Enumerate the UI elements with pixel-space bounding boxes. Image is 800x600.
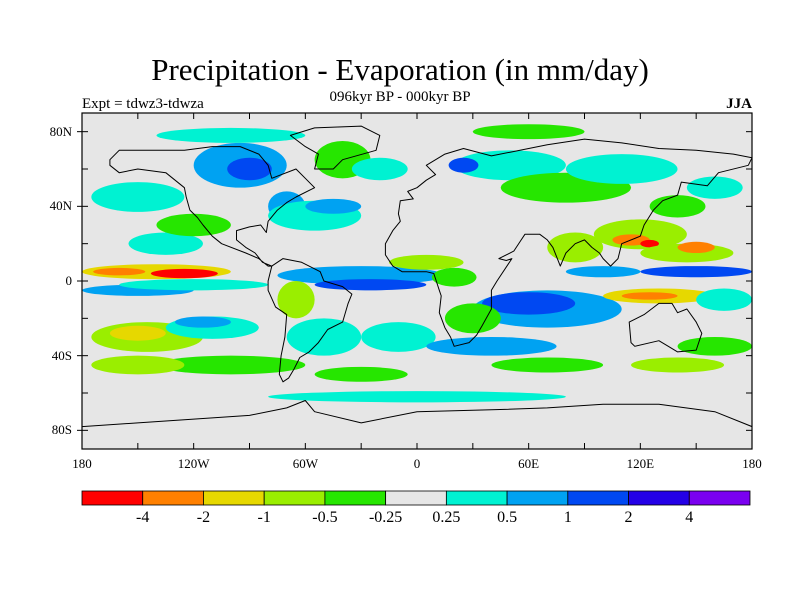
colorbar-swatch bbox=[567, 490, 629, 506]
anomaly-region bbox=[686, 176, 743, 199]
anomaly-region bbox=[361, 322, 436, 352]
x-tick-label: 120E bbox=[626, 456, 655, 471]
anomaly-region bbox=[109, 325, 166, 341]
y-tick-label: 80N bbox=[49, 123, 72, 139]
anomaly-region bbox=[448, 157, 479, 173]
colorbar-swatch bbox=[142, 490, 204, 506]
x-tick-label: 60W bbox=[292, 456, 318, 471]
colorbar-label: -0.25 bbox=[368, 509, 403, 526]
anomaly-region bbox=[677, 337, 752, 356]
x-tick-label: 120W bbox=[177, 456, 210, 471]
anomaly-region bbox=[649, 195, 706, 218]
anomaly-region bbox=[444, 303, 501, 334]
anomaly-region bbox=[156, 127, 306, 143]
anomaly-region bbox=[472, 124, 585, 140]
anomaly-region bbox=[268, 391, 566, 403]
colorbar-swatch bbox=[263, 490, 326, 506]
colorbar-swatch bbox=[628, 490, 690, 506]
x-tick-label: 180 bbox=[742, 456, 762, 471]
experiment-label: Expt = tdwz3-tdwza bbox=[82, 96, 204, 112]
y-tick-label: 40S bbox=[51, 347, 72, 363]
colorbar-swatch bbox=[324, 490, 387, 506]
colorbar-label: 1 bbox=[563, 509, 572, 526]
anomaly-region bbox=[565, 266, 641, 278]
map-subtitle: 096kyr BP - 000kyr BP bbox=[329, 89, 471, 105]
map-title: Precipitation - Evaporation (in mm/day) bbox=[151, 52, 649, 87]
coastline-eurasia-africa bbox=[384, 138, 752, 347]
anomaly-region bbox=[93, 267, 146, 276]
anomaly-region bbox=[150, 268, 218, 279]
anomaly-region bbox=[128, 232, 203, 255]
anomaly-region bbox=[156, 355, 306, 375]
season-label: JJA bbox=[726, 96, 752, 112]
y-tick-label: 40N bbox=[49, 198, 72, 214]
anomaly-region bbox=[305, 198, 362, 214]
coastline-antarctica bbox=[82, 400, 752, 449]
colorbar bbox=[81, 490, 751, 506]
anomaly-region bbox=[119, 279, 269, 291]
anomaly-region bbox=[640, 239, 659, 248]
anomaly-region bbox=[696, 288, 752, 311]
axis-ticks bbox=[77, 113, 753, 449]
colorbar-label: 0.25 bbox=[432, 509, 461, 526]
colorbar-label: -2 bbox=[196, 509, 211, 526]
y-tick-label: 80S bbox=[51, 422, 72, 438]
x-tick-label: 180 bbox=[72, 456, 92, 471]
colorbar-label: -4 bbox=[136, 509, 150, 526]
colorbar-swatch bbox=[688, 490, 751, 506]
colorbar-label: -0.5 bbox=[312, 509, 338, 526]
coastline-australia bbox=[628, 302, 703, 353]
colorbar-label: 2 bbox=[624, 509, 633, 526]
anomaly-region bbox=[491, 357, 604, 373]
x-tick-label: 0 bbox=[413, 456, 421, 471]
coastline-south-america bbox=[267, 258, 353, 383]
colorbar-label: 4 bbox=[685, 509, 694, 526]
anomaly-region bbox=[454, 150, 566, 181]
anomaly-region bbox=[286, 318, 362, 356]
colorbar-swatch bbox=[81, 490, 144, 506]
anomaly-region bbox=[314, 366, 408, 382]
anomaly-region bbox=[277, 281, 315, 319]
colorbar-swatch bbox=[445, 490, 508, 506]
anomaly-region bbox=[227, 157, 272, 181]
anomaly-region bbox=[426, 337, 557, 356]
anomaly-region bbox=[677, 241, 715, 253]
anomaly-region bbox=[547, 232, 604, 263]
anomaly-region bbox=[175, 316, 231, 328]
anomaly-region bbox=[351, 157, 408, 181]
coastlines bbox=[82, 125, 752, 449]
coastline-greenland bbox=[289, 125, 381, 170]
anomaly-region bbox=[631, 357, 725, 373]
colorbar-swatch bbox=[385, 490, 447, 506]
x-tick-label: 60E bbox=[518, 456, 540, 471]
anomaly-region bbox=[91, 182, 185, 212]
anomaly-region bbox=[389, 254, 464, 270]
y-tick-label: 0 bbox=[65, 273, 73, 288]
anomaly-region bbox=[431, 267, 477, 287]
colorbar-swatch bbox=[203, 490, 265, 506]
anomaly-region bbox=[621, 292, 678, 300]
anomaly-region bbox=[314, 279, 427, 291]
anomaly-region bbox=[565, 154, 678, 184]
colorbar-label: -1 bbox=[257, 509, 271, 526]
anomaly-region bbox=[156, 213, 231, 237]
coastline-north-america bbox=[109, 146, 316, 267]
anomaly-region bbox=[482, 292, 576, 315]
colorbar-label: 0.5 bbox=[497, 509, 518, 526]
colorbar-swatch bbox=[506, 490, 569, 506]
anomaly-region bbox=[640, 266, 752, 278]
anomaly-region bbox=[91, 355, 185, 375]
